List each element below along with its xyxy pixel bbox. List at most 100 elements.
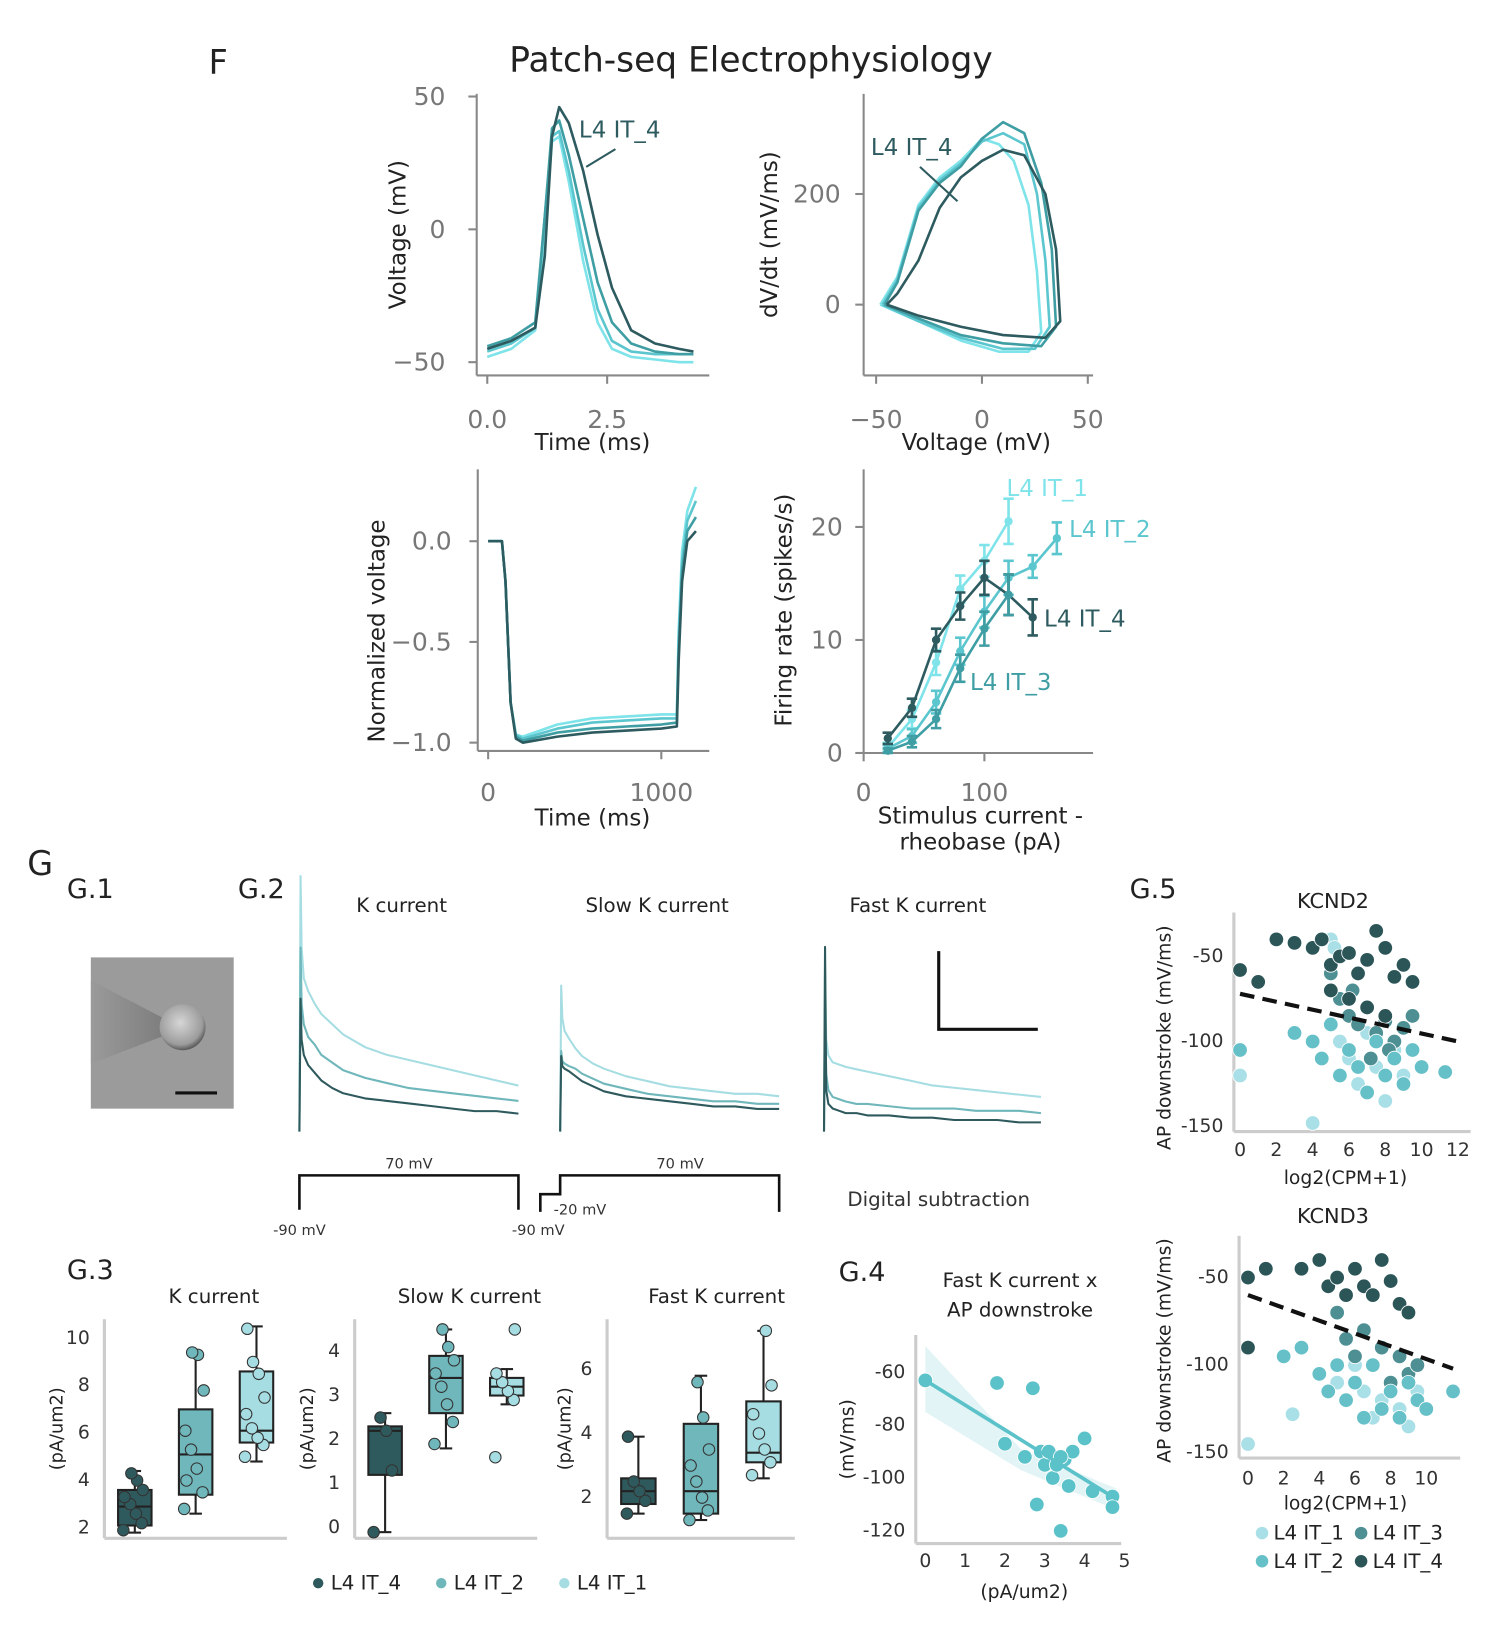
point: [1359, 952, 1375, 968]
point: [435, 1380, 448, 1393]
legend-marker: [559, 1577, 570, 1589]
legend-marker: [1354, 1554, 1368, 1568]
point: [633, 1484, 646, 1498]
trace: [886, 520, 1010, 749]
point: [1374, 1252, 1390, 1268]
y-tick-label: 2: [328, 1429, 340, 1450]
point: [241, 1322, 254, 1336]
y-tick-label: 4: [78, 1470, 90, 1491]
point: [931, 714, 941, 724]
point: [180, 1474, 193, 1487]
y-tick-label: 10: [66, 1328, 90, 1349]
trace: [887, 594, 1010, 752]
x-axis-label: Stimulus current -: [878, 804, 1083, 830]
point: [1374, 1401, 1390, 1417]
y-axis-label: dV/dt (mV/ms): [757, 151, 783, 318]
x-tick-label: 0: [1234, 1140, 1246, 1161]
y-tick-label: 3: [328, 1385, 340, 1406]
trace: [559, 1055, 780, 1132]
trace: [822, 964, 1042, 1132]
point: [1284, 1406, 1301, 1422]
y-tick-label: 2: [78, 1517, 90, 1538]
point: [1341, 991, 1357, 1007]
point: [1311, 1252, 1328, 1268]
y-tick-label: -100: [1186, 1355, 1229, 1376]
point: [1363, 1050, 1379, 1067]
point: [1404, 974, 1421, 990]
annotation-pointer: [585, 148, 616, 168]
y-tick-label: -120: [863, 1520, 906, 1541]
y-tick-label: -60: [875, 1362, 906, 1383]
x-tick-label: 12: [1446, 1140, 1470, 1161]
x-axis-label: log2(CPM+1): [1284, 1168, 1407, 1189]
y-tick-label: −50: [393, 348, 446, 377]
panel-label: G.4: [839, 1257, 886, 1288]
point: [1338, 1331, 1354, 1347]
trace: [488, 486, 698, 738]
point: [1404, 1008, 1421, 1024]
point: [1268, 931, 1285, 948]
panel-label: G.2: [238, 874, 285, 905]
point: [446, 1415, 460, 1429]
chart-title: K current: [356, 894, 447, 917]
point: [1341, 945, 1357, 961]
point: [1359, 1084, 1375, 1101]
point: [436, 1323, 449, 1336]
micrograph: [90, 957, 234, 1109]
point: [1323, 982, 1339, 999]
x-tick-label: 6: [1349, 1468, 1361, 1489]
point: [251, 1431, 264, 1445]
x-tick-label: 4: [1313, 1468, 1325, 1489]
y-axis-label: Voltage (mV): [385, 160, 411, 309]
point: [1060, 1478, 1077, 1494]
point: [367, 1525, 380, 1539]
series-label: L4 IT_3: [970, 670, 1052, 696]
y-tick-label: -100: [863, 1468, 906, 1489]
point: [197, 1384, 210, 1397]
point: [125, 1467, 138, 1480]
x-tick-label: 1: [959, 1551, 971, 1572]
y-tick-label: 0.0: [412, 527, 452, 556]
point: [1052, 1523, 1069, 1539]
point: [1413, 1059, 1430, 1075]
point: [1332, 1067, 1348, 1084]
point: [1338, 1287, 1354, 1303]
point: [1395, 1076, 1412, 1092]
point: [1400, 1374, 1417, 1391]
y-tick-label: 8: [78, 1375, 90, 1396]
panel-label: F: [209, 43, 228, 82]
series-label: L4 IT_4: [1044, 606, 1126, 632]
point: [179, 1424, 192, 1437]
point: [1232, 1067, 1248, 1084]
point: [1320, 1383, 1336, 1400]
point: [1395, 957, 1412, 973]
x-tick-label: 10: [1414, 1468, 1438, 1489]
x-tick-label: −50: [850, 405, 903, 434]
point: [252, 1367, 266, 1381]
y-tick-label: 4: [581, 1423, 593, 1444]
fit-line: [1239, 991, 1459, 1044]
point: [1323, 1016, 1339, 1033]
point: [1240, 1339, 1256, 1356]
trace: [822, 1003, 1042, 1132]
y-tick-label: 0: [328, 1517, 340, 1538]
point: [1076, 1430, 1093, 1447]
protocol-label: -90 mV: [512, 1222, 565, 1239]
point: [501, 1384, 515, 1398]
point: [1404, 1042, 1421, 1058]
x-axis-label: Time (ms): [534, 806, 651, 832]
trace: [885, 148, 1062, 340]
y-tick-label: 2: [581, 1487, 593, 1508]
x-tick-label: 2: [1270, 1140, 1282, 1161]
y-tick-label: 4: [328, 1341, 340, 1362]
y-tick-label: 6: [581, 1359, 593, 1380]
point: [1368, 1033, 1384, 1050]
protocol-step: [298, 1174, 520, 1210]
y-axis-label: Firing rate (spikes/s): [771, 494, 797, 727]
point: [1017, 1449, 1033, 1465]
point: [1409, 1357, 1426, 1373]
point: [752, 1427, 766, 1440]
point: [136, 1483, 150, 1497]
x-tick-label: 10: [1410, 1140, 1434, 1161]
point: [1382, 1273, 1399, 1289]
